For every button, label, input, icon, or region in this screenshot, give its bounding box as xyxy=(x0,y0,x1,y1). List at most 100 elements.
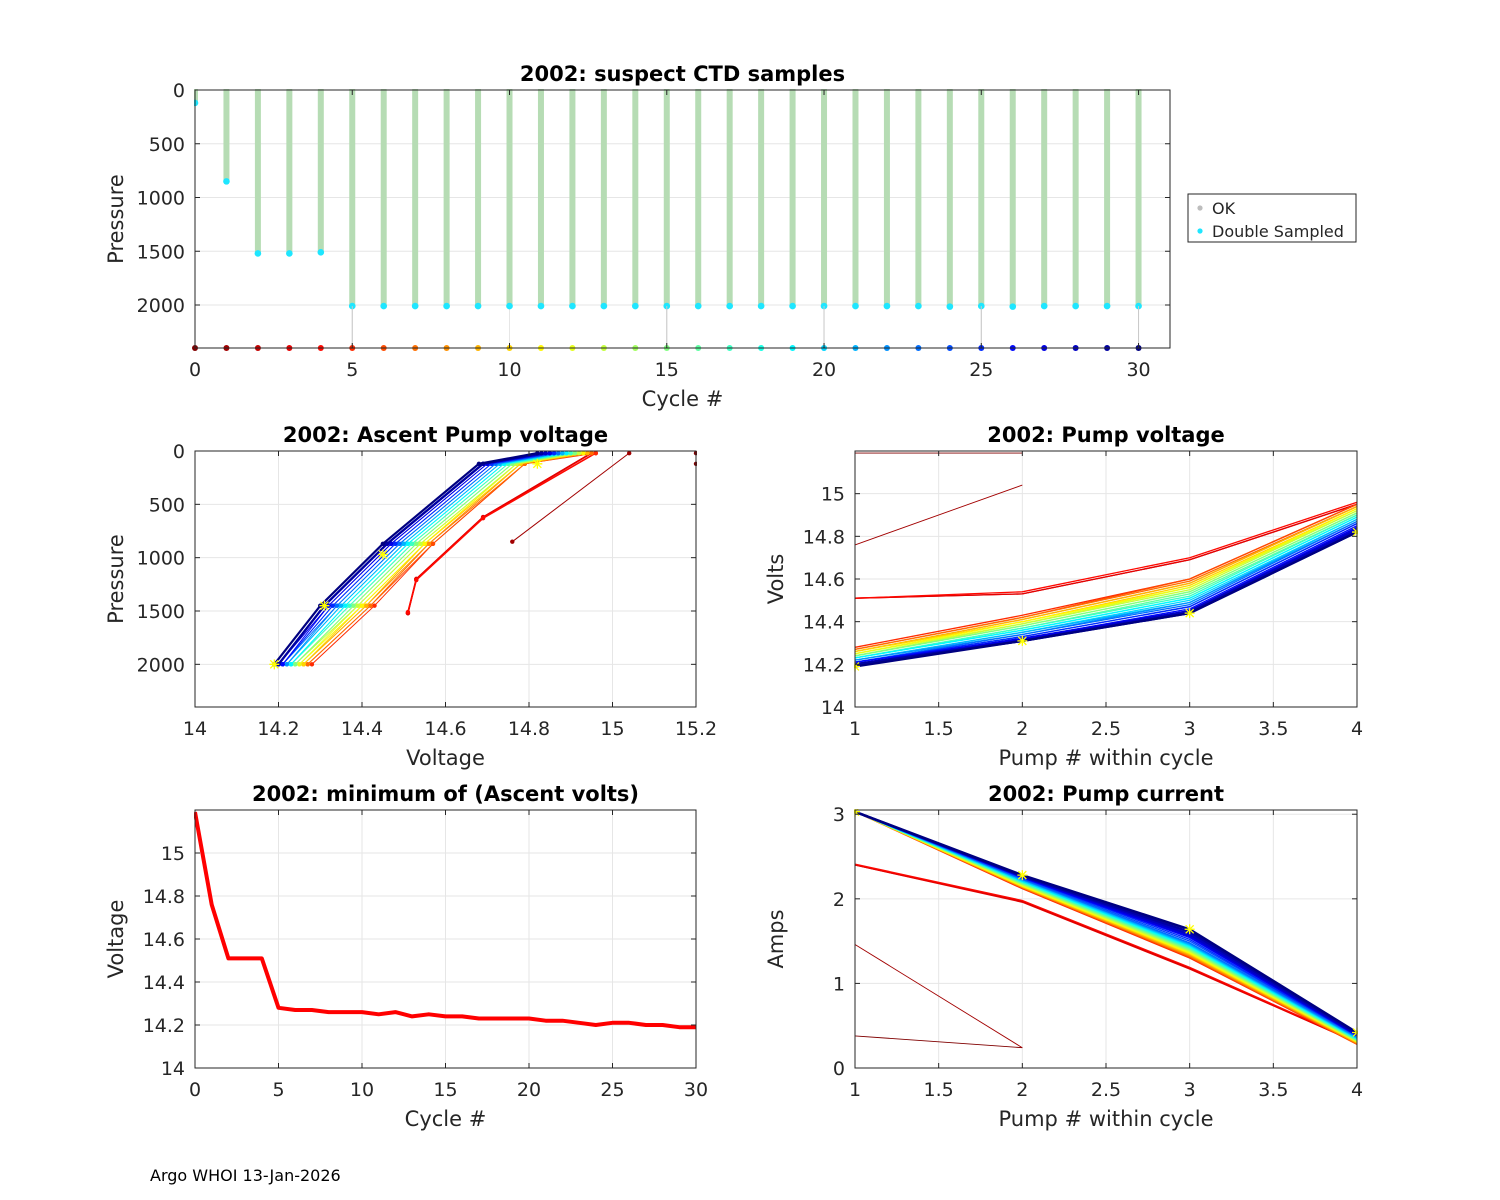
series-point xyxy=(309,662,315,667)
y-tick-label: 1000 xyxy=(137,548,185,570)
series-point xyxy=(334,603,340,608)
series-line-cycle-1 xyxy=(854,944,1023,1049)
x-tick-label: 3 xyxy=(1184,718,1196,740)
double-sampled-point xyxy=(1040,302,1048,310)
star-marker xyxy=(532,458,543,469)
x-tick-label: 14.2 xyxy=(257,718,299,740)
x-tick-label: 5 xyxy=(272,1079,284,1101)
series-point xyxy=(426,541,431,546)
y-tick-label: 500 xyxy=(149,494,185,516)
series-line-cycle-4 xyxy=(854,863,1358,1043)
legend: OK Double Sampled xyxy=(1187,193,1357,243)
x-tick-label: 2.5 xyxy=(1091,1079,1121,1101)
series-line-cycle-3 xyxy=(854,503,1358,599)
y-axis-label: Pressure xyxy=(104,174,128,264)
x-tick-label: 14.6 xyxy=(424,718,466,740)
series-point xyxy=(564,450,569,456)
x-axis-label: Cycle # xyxy=(642,387,724,411)
x-tick-label: 25 xyxy=(600,1079,624,1101)
series-point xyxy=(576,450,582,456)
y-tick-label: 1500 xyxy=(137,601,185,623)
x-tick-label: 1.5 xyxy=(924,718,954,740)
series-point xyxy=(280,662,285,667)
panel-minv: 0 5 10 15 20 25 30 14 14.2 14.4 14.6 14.8 15 2002: mi… xyxy=(104,782,708,1131)
data-layer xyxy=(194,811,696,1030)
x-tick-label: 30 xyxy=(684,1079,708,1101)
series-point xyxy=(543,450,548,456)
x-axis-label: Voltage xyxy=(406,746,485,770)
series-point xyxy=(288,662,294,667)
double-sampled-point xyxy=(1009,303,1017,310)
double-sampled-point xyxy=(632,302,639,310)
series-point xyxy=(476,461,482,466)
data-layer xyxy=(854,809,1358,1049)
chart-title: 2002: suspect CTD samples xyxy=(520,62,845,86)
series-point xyxy=(535,450,540,456)
double-sampled-point xyxy=(537,302,545,310)
series-line-cycle-4 xyxy=(854,501,1358,599)
axes-box xyxy=(194,89,1171,349)
double-sampled-point xyxy=(789,302,796,310)
double-sampled-point xyxy=(411,302,419,310)
y-tick-label: 2000 xyxy=(137,295,185,317)
series-point xyxy=(418,541,423,546)
x-tick-label: 15 xyxy=(655,359,679,381)
series-point xyxy=(401,541,406,546)
series-point xyxy=(547,450,553,456)
x-tick-label: 1.5 xyxy=(924,1079,954,1101)
y-tick-label: 2000 xyxy=(137,654,185,676)
series-line-cycle-4 xyxy=(407,452,597,613)
star-marker xyxy=(269,659,280,670)
x-tick-label: 14 xyxy=(183,718,207,740)
y-tick-label: 14.6 xyxy=(803,569,845,591)
x-tick-label: 4 xyxy=(1351,1079,1363,1101)
series-line-cycle-21 xyxy=(854,518,1358,661)
legend-marker xyxy=(1197,228,1203,234)
double-sampled-point xyxy=(443,302,450,310)
series-line-cycle-7 xyxy=(854,505,1358,651)
series-line-cycle-15 xyxy=(854,512,1358,657)
x-tick-label: 20 xyxy=(517,1079,541,1101)
series-point xyxy=(355,603,361,608)
series-line-cycle-13 xyxy=(854,510,1358,657)
x-tick-label: 10 xyxy=(350,1079,374,1101)
series-line-cycle-11 xyxy=(854,508,1358,655)
double-sampled-point xyxy=(757,302,765,310)
series-point xyxy=(568,450,573,456)
double-sampled-point xyxy=(694,302,702,310)
series-point xyxy=(405,609,411,615)
x-tick-label: 20 xyxy=(812,359,836,381)
legend-label: Double Sampled xyxy=(1212,222,1344,241)
series-line-cycle-0 xyxy=(854,1035,1023,1049)
y-axis-label: Volts xyxy=(764,554,788,605)
series-line-cycle-30 xyxy=(854,531,1358,668)
data-layer xyxy=(269,450,697,670)
series-point xyxy=(393,541,398,546)
x-tick-label: 0 xyxy=(189,359,201,381)
series-point xyxy=(510,539,515,544)
series-point xyxy=(330,603,335,608)
double-sampled-point xyxy=(946,303,954,310)
double-sampled-point xyxy=(286,250,293,257)
legend-marker xyxy=(1197,205,1203,211)
double-sampled-point xyxy=(506,302,513,310)
panel-pumpv: 1 1.5 2 2.5 3 3.5 4 14 14.2 14.4 14.6 14.8 15 2002: P… xyxy=(764,423,1363,770)
series-line-cycle-3 xyxy=(854,864,1358,1044)
x-axis-label: Pump # within cycle xyxy=(999,746,1214,770)
series-point xyxy=(343,603,348,608)
series-point xyxy=(397,541,402,546)
y-axis-label: Amps xyxy=(764,909,788,968)
star-marker xyxy=(1184,924,1195,935)
double-sampled-point xyxy=(317,249,325,256)
double-sampled-point xyxy=(600,302,608,310)
y-axis-label: Voltage xyxy=(104,900,128,979)
y-tick-label: 14.2 xyxy=(143,1015,185,1037)
star-marker xyxy=(377,549,388,560)
series-point xyxy=(572,450,578,456)
x-tick-label: 3 xyxy=(1184,1079,1196,1101)
x-tick-label: 3.5 xyxy=(1258,718,1288,740)
series-point xyxy=(284,662,290,667)
y-tick-label: 14 xyxy=(161,1058,185,1080)
x-tick-label: 25 xyxy=(969,359,993,381)
